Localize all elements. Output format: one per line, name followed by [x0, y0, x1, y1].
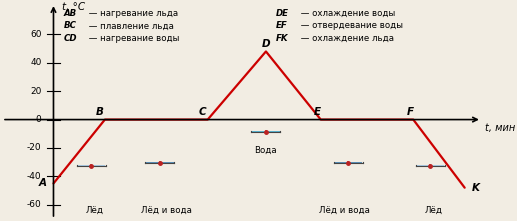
Text: FK: FK [276, 34, 288, 43]
Text: — плавление льда: — плавление льда [86, 21, 174, 30]
Text: 40: 40 [30, 58, 41, 67]
Text: — отвердевание воды: — отвердевание воды [298, 21, 403, 30]
Text: BC: BC [64, 21, 77, 30]
Text: — охлаждение льда: — охлаждение льда [298, 34, 394, 43]
Bar [334, 162, 362, 163]
Text: Лёд: Лёд [425, 206, 443, 215]
Text: DE: DE [276, 9, 289, 18]
Text: t, мин: t, мин [485, 123, 515, 133]
Text: C: C [199, 107, 206, 117]
Text: E: E [314, 107, 321, 117]
Text: 0: 0 [36, 115, 41, 124]
Text: -60: -60 [27, 200, 41, 209]
Text: Вода: Вода [254, 146, 277, 155]
Text: -20: -20 [27, 143, 41, 152]
Text: AB: AB [64, 9, 77, 18]
Text: Лёд и вода: Лёд и вода [141, 206, 192, 215]
Text: F: F [406, 107, 414, 117]
Text: Лёд: Лёд [86, 206, 103, 215]
Text: 20: 20 [30, 87, 41, 96]
Text: CD: CD [64, 34, 77, 43]
Bar [146, 162, 174, 163]
Text: A: A [39, 178, 47, 189]
Text: t, °C: t, °C [62, 2, 85, 12]
Text: — охлаждение воды: — охлаждение воды [298, 9, 396, 18]
Text: D: D [262, 39, 270, 49]
Text: EF: EF [276, 21, 288, 30]
Text: -40: -40 [27, 172, 41, 181]
Text: — нагревание воды: — нагревание воды [86, 34, 179, 43]
Text: Лёд и вода: Лёд и вода [320, 206, 370, 215]
Text: — нагревание льда: — нагревание льда [86, 9, 178, 18]
Text: B: B [96, 107, 104, 117]
Text: K: K [472, 183, 480, 193]
Bar [78, 165, 105, 166]
Text: 60: 60 [30, 30, 41, 39]
